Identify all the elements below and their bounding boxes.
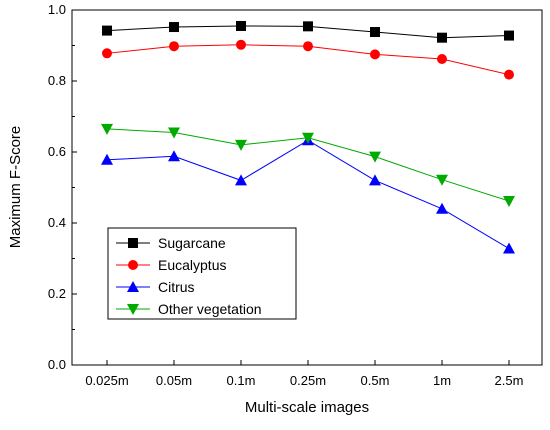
legend-marker xyxy=(127,304,139,315)
data-point xyxy=(169,22,179,33)
data-point xyxy=(504,69,514,80)
legend-label: Eucalyptus xyxy=(158,257,226,273)
legend-marker xyxy=(128,260,138,270)
y-tick-label: 0.8 xyxy=(48,73,66,88)
series-layer xyxy=(101,20,515,254)
y-tick-label: 1.0 xyxy=(48,2,66,17)
x-axis: 0.025m 0.05m 0.1m 0.25m 0.5m 1m 2.5m xyxy=(85,360,523,388)
data-point xyxy=(503,195,515,207)
x-axis-title: Multi-scale images xyxy=(245,399,369,416)
y-tick-label: 0.0 xyxy=(48,357,66,372)
legend-marker xyxy=(128,238,138,248)
legend-item: Other vegetation xyxy=(116,301,262,317)
legend-marker xyxy=(127,281,139,292)
data-point xyxy=(236,39,246,50)
data-point xyxy=(302,132,314,144)
data-point xyxy=(437,32,447,43)
data-point xyxy=(102,25,112,36)
legend-item: Eucalyptus xyxy=(116,257,226,273)
legend: Sugarcane Eucalyptus Citrus Other vegetatio… xyxy=(107,227,297,320)
y-tick-label: 0.6 xyxy=(48,144,66,159)
x-tick-label: 0.1m xyxy=(227,373,256,388)
series-eucalyptus xyxy=(102,39,514,80)
x-tick-label: 0.05m xyxy=(156,373,192,388)
legend-label: Other vegetation xyxy=(158,301,262,317)
data-point xyxy=(370,49,380,60)
data-point xyxy=(436,202,448,214)
series-other-vegetation xyxy=(101,123,515,207)
data-point xyxy=(235,139,247,151)
y-tick-label: 0.4 xyxy=(48,215,66,230)
x-tick-label: 2.5m xyxy=(495,373,524,388)
y-tick-label: 0.2 xyxy=(48,286,66,301)
legend-label: Citrus xyxy=(158,279,195,295)
data-point xyxy=(235,174,247,186)
data-point xyxy=(437,53,447,64)
data-point xyxy=(369,174,381,186)
series-sugarcane xyxy=(102,20,514,43)
data-point xyxy=(101,123,113,135)
data-point xyxy=(101,153,113,165)
y-axis-title: Maximum F-Score xyxy=(7,126,24,249)
x-tick-label: 0.025m xyxy=(85,373,128,388)
x-tick-label: 1m xyxy=(433,373,451,388)
data-point xyxy=(504,30,514,41)
data-point xyxy=(102,48,112,59)
data-point xyxy=(436,174,448,186)
data-point xyxy=(370,27,380,38)
data-point xyxy=(303,21,313,32)
y-axis: 0.0 0.2 0.4 0.6 0.8 1.0 xyxy=(48,2,77,372)
x-tick-label: 0.5m xyxy=(361,373,390,388)
legend-item: Sugarcane xyxy=(116,235,226,251)
legend-label: Sugarcane xyxy=(158,235,226,251)
x-tick-label: 0.25m xyxy=(290,373,326,388)
data-point xyxy=(503,242,515,254)
legend-item: Citrus xyxy=(116,279,195,295)
data-point xyxy=(169,41,179,52)
data-point xyxy=(168,150,180,162)
data-point xyxy=(303,41,313,52)
data-point xyxy=(168,127,180,139)
data-point xyxy=(369,151,381,163)
data-point xyxy=(236,20,246,31)
